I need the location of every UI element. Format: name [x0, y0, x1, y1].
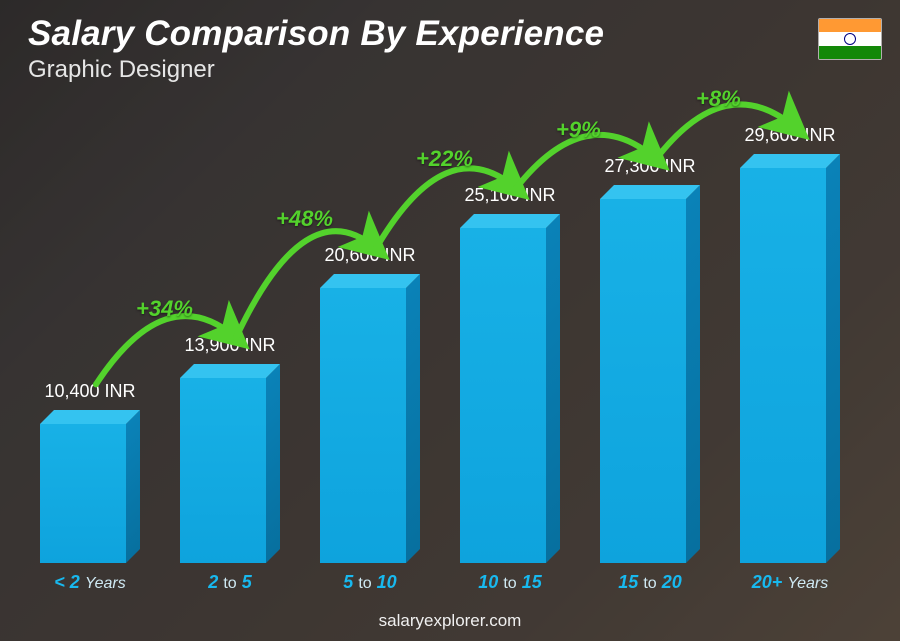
bar-3d	[320, 288, 420, 563]
bar-3d	[180, 378, 280, 563]
bar-top	[740, 154, 840, 168]
bar-side	[826, 154, 840, 563]
bar-side	[546, 214, 560, 563]
bar-3d	[40, 424, 140, 563]
bar-value-label: 10,400 INR	[20, 381, 160, 402]
bar-3d	[460, 228, 560, 563]
bar-x-label: < 2 Years	[20, 572, 160, 593]
india-flag-icon	[818, 18, 882, 60]
bar-2: 20,600 INR5 to 10	[300, 288, 440, 563]
bar-top	[180, 364, 280, 378]
bar-x-label: 5 to 10	[300, 572, 440, 593]
growth-pct-1: +34%	[136, 296, 193, 322]
bar-1: 13,900 INR2 to 5	[160, 378, 300, 563]
bar-front	[740, 168, 826, 563]
bar-top	[460, 214, 560, 228]
bar-0: 10,400 INR< 2 Years	[20, 424, 160, 563]
bar-top	[320, 274, 420, 288]
chart-title: Salary Comparison By Experience	[28, 14, 604, 54]
ashoka-chakra-icon	[844, 33, 856, 45]
bar-front	[40, 424, 126, 563]
bar-top	[600, 185, 700, 199]
footer-credit: salaryexplorer.com	[0, 611, 900, 631]
flag-green	[819, 46, 881, 59]
chart-canvas: Salary Comparison By Experience Graphic …	[0, 0, 900, 641]
bar-3d	[740, 168, 840, 563]
growth-pct-3: +22%	[416, 146, 473, 172]
bar-value-label: 25,100 INR	[440, 185, 580, 206]
growth-pct-5: +8%	[696, 86, 741, 112]
bar-x-label: 2 to 5	[160, 572, 300, 593]
bar-side	[686, 185, 700, 563]
bar-x-label: 20+ Years	[720, 572, 860, 593]
growth-pct-2: +48%	[276, 206, 333, 232]
bar-3d	[600, 199, 700, 563]
bar-x-label: 10 to 15	[440, 572, 580, 593]
bar-front	[320, 288, 406, 563]
bar-front	[180, 378, 266, 563]
bar-side	[406, 274, 420, 563]
bar-side	[126, 410, 140, 563]
bar-side	[266, 364, 280, 563]
bar-4: 27,300 INR15 to 20	[580, 199, 720, 563]
bar-x-label: 15 to 20	[580, 572, 720, 593]
bar-value-label: 27,300 INR	[580, 156, 720, 177]
bar-3: 25,100 INR10 to 15	[440, 228, 580, 563]
bar-top	[40, 410, 140, 424]
bar-value-label: 13,900 INR	[160, 335, 300, 356]
flag-saffron	[819, 19, 881, 32]
bar-5: 29,600 INR20+ Years	[720, 168, 860, 563]
bar-front	[600, 199, 686, 563]
flag-white	[819, 32, 881, 45]
growth-pct-4: +9%	[556, 117, 601, 143]
bar-value-label: 20,600 INR	[300, 245, 440, 266]
bar-value-label: 29,600 INR	[720, 125, 860, 146]
bar-front	[460, 228, 546, 563]
